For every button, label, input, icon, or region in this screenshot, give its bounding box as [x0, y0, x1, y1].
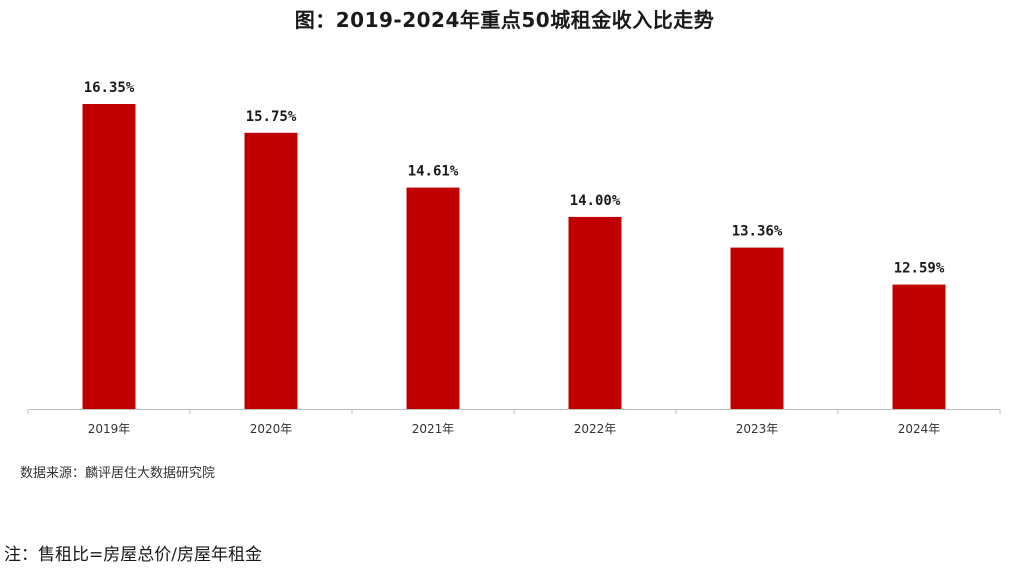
bar-2024年: [892, 284, 946, 409]
x-axis: [27, 409, 1001, 414]
x-tick-label: 2023年: [736, 422, 779, 436]
bar-2022年: [568, 216, 622, 409]
x-tick-label: 2019年: [88, 422, 131, 436]
x-tick-label: 2020年: [250, 422, 293, 436]
x-tick-labels: 2019年 2020年 2021年 2022年 2023年 2024年: [88, 422, 941, 436]
chart-title: 图：2019-2024年重点50城租金收入比走势: [294, 8, 715, 32]
source-note: 数据来源：麟评居住大数据研究院: [20, 466, 216, 481]
data-label: 16.35%: [84, 80, 135, 96]
data-labels: 16.35% 15.75% 14.61% 14.00% 13.36% 12.59%: [84, 80, 945, 277]
data-label: 15.75%: [246, 109, 297, 125]
bar-2020年: [244, 132, 298, 410]
x-tick-label: 2024年: [898, 422, 941, 436]
footnote: 注：售租比=房屋总价/房屋年租金: [4, 545, 262, 565]
bar-2023年: [730, 247, 784, 409]
data-label: 13.36%: [732, 224, 783, 240]
data-label: 14.00%: [570, 193, 621, 209]
bar-2021年: [406, 187, 460, 409]
bars: [82, 104, 946, 410]
x-tick-label: 2021年: [412, 422, 455, 436]
data-label: 14.61%: [408, 164, 459, 180]
data-label: 12.59%: [894, 261, 945, 277]
bar-2019年: [82, 104, 136, 409]
x-tick-label: 2022年: [574, 422, 617, 436]
